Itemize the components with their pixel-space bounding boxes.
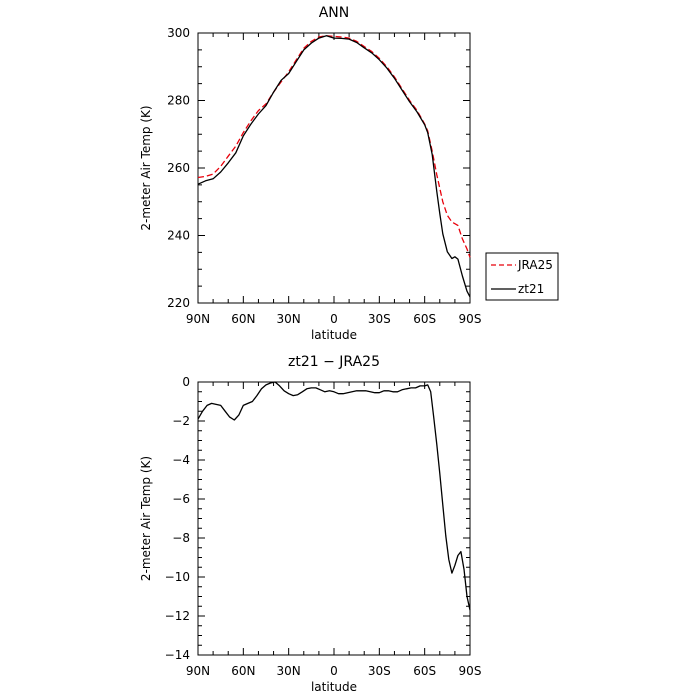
y-tick-label: −12 xyxy=(165,609,190,623)
y-tick-label: −14 xyxy=(165,648,190,662)
x-tick-label: 30S xyxy=(368,312,391,326)
x-tick-label: 60S xyxy=(413,312,436,326)
x-tick-label: 30N xyxy=(277,312,301,326)
y-tick-label: −6 xyxy=(172,492,190,506)
legend-label: zt21 xyxy=(518,282,544,296)
plot-frame xyxy=(197,381,471,656)
x-tick-label: 30N xyxy=(277,664,301,678)
x-axis-label: latitude xyxy=(311,328,357,342)
series-line-zt21-jra25 xyxy=(197,381,471,611)
x-tick-label: 90S xyxy=(459,664,482,678)
y-tick-label: 0 xyxy=(182,375,190,389)
x-tick-label: 90S xyxy=(459,312,482,326)
chart-title: zt21 − JRA25 xyxy=(288,354,380,370)
y-tick-label: 300 xyxy=(167,26,190,40)
x-tick-label: 90N xyxy=(186,664,210,678)
x-tick-label: 60S xyxy=(413,664,436,678)
legend-label: JRA25 xyxy=(517,258,553,272)
y-tick-label: 280 xyxy=(167,94,190,108)
y-tick-label: 240 xyxy=(167,229,190,243)
series-line-zt21 xyxy=(197,35,471,298)
y-tick-label: 260 xyxy=(167,161,190,175)
plot-frame xyxy=(197,32,471,304)
x-axis-label: latitude xyxy=(311,680,357,694)
x-tick-label: 0 xyxy=(330,312,338,326)
y-tick-label: −10 xyxy=(165,570,190,584)
series-line-jra25 xyxy=(197,35,471,258)
y-tick-label: −2 xyxy=(172,414,190,428)
chart-title: ANN xyxy=(319,5,350,21)
x-tick-label: 60N xyxy=(231,312,255,326)
y-axis-label: 2-meter Air Temp (K) xyxy=(139,456,153,581)
legend-box xyxy=(485,252,559,301)
y-tick-label: −4 xyxy=(172,453,190,467)
y-axis-label: 2-meter Air Temp (K) xyxy=(139,105,153,230)
x-tick-label: 90N xyxy=(186,312,210,326)
y-tick-label: −8 xyxy=(172,531,190,545)
y-tick-label: 220 xyxy=(167,296,190,310)
x-tick-label: 0 xyxy=(330,664,338,678)
x-tick-label: 30S xyxy=(368,664,391,678)
x-tick-label: 60N xyxy=(231,664,255,678)
